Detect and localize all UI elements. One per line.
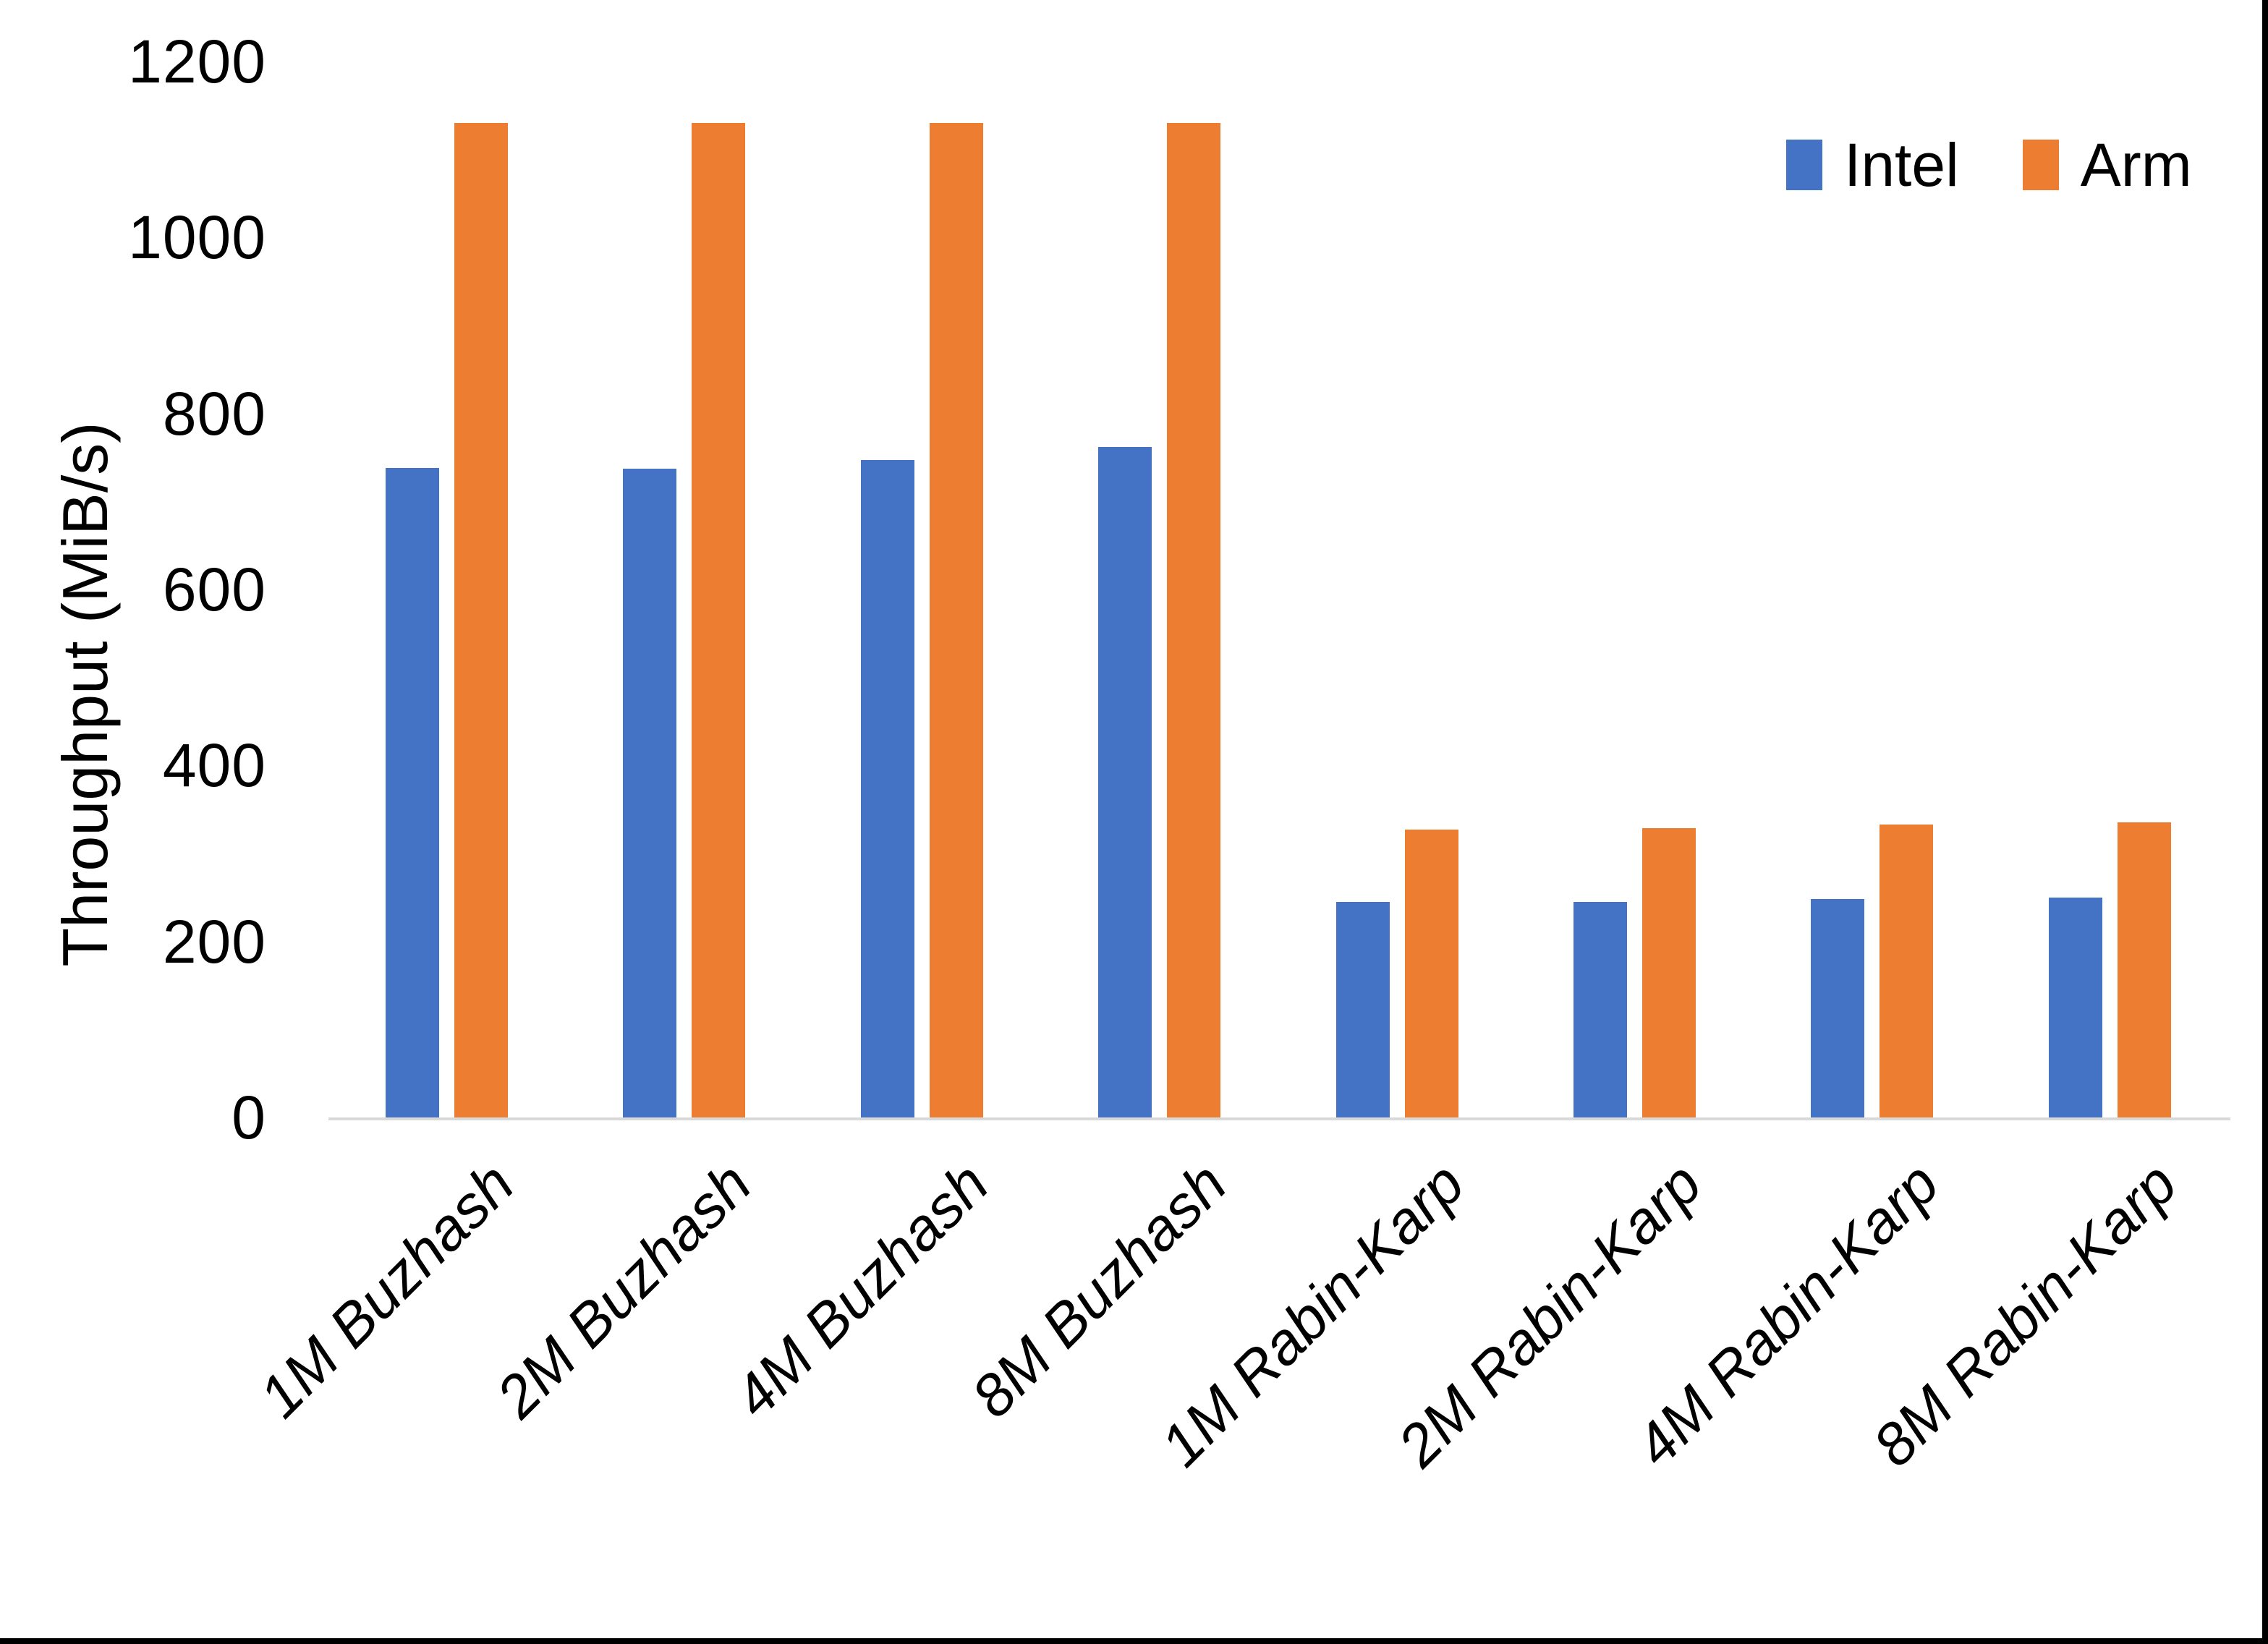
bar-intel-4m-rabin-karp	[1811, 899, 1865, 1117]
bar-arm-8m-buzhash	[1167, 123, 1221, 1117]
bar-arm-2m-buzhash	[692, 123, 746, 1117]
bar-arm-2m-rabin-karp	[1642, 827, 1696, 1117]
bar-intel-2m-buzhash	[623, 469, 677, 1117]
bar-intel-8m-rabin-karp	[2048, 897, 2102, 1117]
screenshot-right-border	[2262, 0, 2268, 1644]
bar-arm-4m-rabin-karp	[1880, 824, 1934, 1117]
bar-intel-2m-rabin-karp	[1573, 901, 1627, 1117]
x-label-text: 2M Buzhash	[484, 1150, 764, 1431]
bar-intel-1m-buzhash	[386, 468, 439, 1117]
bar-arm-8m-rabin-karp	[2117, 822, 2171, 1117]
bar-arm-1m-buzhash	[454, 123, 508, 1117]
y-tick-label-1000: 1000	[128, 203, 266, 272]
legend-label-arm: Arm	[2080, 131, 2192, 199]
screenshot-bottom-border	[0, 1638, 2268, 1644]
bar-intel-8m-buzhash	[1098, 446, 1152, 1117]
y-tick-label-0: 0	[232, 1083, 266, 1151]
bar-intel-4m-buzhash	[860, 460, 914, 1117]
bar-intel-1m-rabin-karp	[1335, 901, 1390, 1117]
x-label-text: 4M Buzhash	[721, 1150, 1002, 1431]
bar-arm-1m-rabin-karp	[1404, 830, 1458, 1117]
plot-area	[328, 61, 2230, 1120]
legend-swatch-arm	[2022, 140, 2059, 190]
y-tick-label-800: 800	[162, 379, 266, 448]
legend-item-arm: Arm	[2022, 131, 2192, 199]
y-tick-label-600: 600	[162, 555, 266, 623]
legend-swatch-intel	[1786, 140, 1822, 190]
legend: Intel Arm	[1786, 135, 2192, 195]
y-tick-label-1200: 1200	[128, 27, 266, 95]
y-tick-label-200: 200	[162, 907, 266, 976]
legend-label-intel: Intel	[1844, 131, 1959, 199]
legend-item-intel: Intel	[1786, 135, 1959, 195]
x-label-text: 1M Buzhash	[246, 1150, 527, 1431]
bar-arm-4m-buzhash	[929, 123, 983, 1117]
y-tick-label-400: 400	[162, 731, 266, 800]
